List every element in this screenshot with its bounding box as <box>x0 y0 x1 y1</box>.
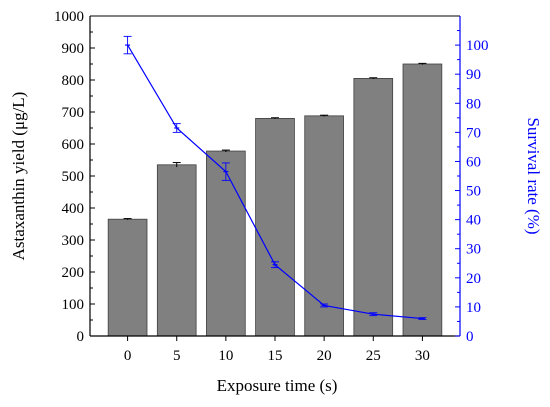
x-axis-title: Exposure time (s) <box>217 376 338 395</box>
bar <box>107 218 148 337</box>
y2-tick-label: 90 <box>466 67 481 83</box>
y-tick-label: 800 <box>62 73 85 89</box>
x-tick-label: 10 <box>218 348 233 364</box>
y2-tick-label: 70 <box>466 125 481 141</box>
y2-tick-label: 80 <box>466 96 481 112</box>
x-tick-label: 5 <box>173 348 181 364</box>
y-tick-label: 1000 <box>54 9 84 25</box>
y2-tick-label: 0 <box>466 329 474 345</box>
survival-line-layer <box>123 35 427 320</box>
y-tick-label: 600 <box>62 137 85 153</box>
x-tick-label: 20 <box>317 348 332 364</box>
y-tick-label: 500 <box>62 169 85 185</box>
y2-tick-label: 40 <box>466 213 481 229</box>
y2-axis-title: Survival rate (%) <box>524 117 543 234</box>
x-tick-label: 25 <box>366 348 381 364</box>
bar <box>353 78 394 337</box>
bars-layer <box>107 62 443 337</box>
y-tick-label: 700 <box>62 105 85 121</box>
y2-tick-label: 30 <box>466 242 481 258</box>
x-tick-label: 0 <box>124 348 132 364</box>
y2-tick-label: 20 <box>466 271 481 287</box>
y-tick-label: 900 <box>62 41 85 57</box>
y2-tick-label: 100 <box>466 38 489 54</box>
bar <box>304 115 344 337</box>
bar <box>402 63 443 337</box>
y2-tick-label: 50 <box>466 184 481 200</box>
y-tick-label: 300 <box>62 233 85 249</box>
y-tick-label: 400 <box>62 201 85 217</box>
axes-layer: 0100200300400500600700800900100001020304… <box>54 9 489 364</box>
y-tick-label: 0 <box>77 329 85 345</box>
x-tick-label: 15 <box>268 348 283 364</box>
y-tick-label: 200 <box>62 265 85 281</box>
bar <box>206 150 246 337</box>
x-tick-label: 30 <box>415 348 430 364</box>
bar <box>156 164 197 337</box>
y2-tick-label: 10 <box>466 300 481 316</box>
y-tick-label: 100 <box>62 297 85 313</box>
y2-tick-label: 60 <box>466 154 481 170</box>
y-axis-title: Astaxanthin yield (μg/L) <box>9 92 28 261</box>
bar <box>255 118 295 337</box>
